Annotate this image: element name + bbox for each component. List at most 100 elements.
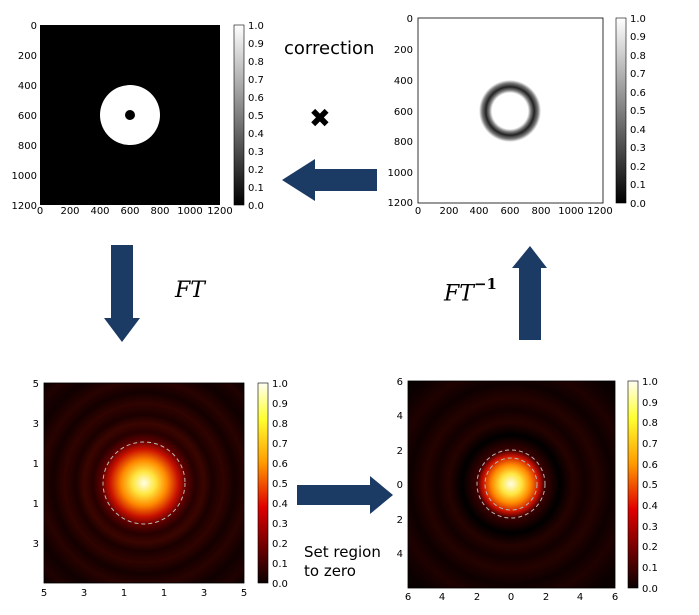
y-tick: 4 bbox=[397, 549, 403, 560]
colorbar-tick: 0.0 bbox=[248, 201, 264, 212]
y-tick: 0 bbox=[397, 480, 403, 491]
y-tick: 3 bbox=[33, 539, 39, 550]
colorbar-tick: 0.2 bbox=[248, 165, 264, 176]
colorbar-tick: 0.3 bbox=[248, 147, 264, 158]
arrow-down-icon bbox=[104, 245, 140, 342]
mask-center-dot bbox=[125, 110, 135, 120]
colorbar-tick: 0.7 bbox=[272, 439, 288, 450]
colorbar-tick: 0.2 bbox=[630, 162, 646, 173]
plot-frame bbox=[43, 382, 245, 584]
colorbar-tick: 0.1 bbox=[630, 180, 646, 191]
colorbar-tick: 0.4 bbox=[272, 499, 288, 510]
y-axis-ticks: 0 200 400 600 800 1000 1200 bbox=[388, 14, 413, 209]
y-tick: 1 bbox=[33, 459, 39, 470]
x-tick: 3 bbox=[81, 588, 87, 599]
x-tick: 1000 bbox=[177, 206, 202, 217]
colorbar-tick: 0.8 bbox=[642, 418, 658, 429]
y-tick: 5 bbox=[33, 379, 39, 390]
y-tick: 1000 bbox=[388, 168, 413, 179]
colorbar-tick: 0.3 bbox=[630, 143, 646, 154]
x-tick: 6 bbox=[612, 592, 618, 603]
inverse-ft-base: FT bbox=[444, 281, 474, 307]
colorbar-tick: 0.2 bbox=[642, 542, 658, 553]
colorbar bbox=[233, 24, 245, 206]
y-tick: 0 bbox=[407, 14, 413, 25]
arrow-left-icon bbox=[282, 159, 377, 201]
colorbar-tick: 0.7 bbox=[642, 439, 658, 450]
y-axis-ticks: 6 4 2 0 2 4 bbox=[397, 377, 403, 560]
psf-image bbox=[44, 383, 244, 583]
y-tick: 2 bbox=[397, 446, 403, 457]
colorbar bbox=[257, 382, 269, 584]
y-tick: 6 bbox=[397, 377, 403, 388]
colorbar-tick: 0.3 bbox=[272, 519, 288, 530]
x-axis-ticks: 6 4 2 0 2 4 6 bbox=[405, 592, 618, 603]
x-tick: 200 bbox=[439, 206, 458, 217]
y-tick: 1200 bbox=[12, 201, 37, 212]
y-tick: 3 bbox=[33, 419, 39, 430]
arrow-up-icon bbox=[512, 246, 547, 340]
colorbar-tick: 1.0 bbox=[272, 379, 288, 390]
region-inner-circle bbox=[484, 457, 538, 511]
inverse-ft-exponent: −1 bbox=[473, 275, 497, 293]
y-axis-ticks: 0 200 400 600 800 1000 1200 bbox=[12, 21, 37, 212]
colorbar-tick: 0.1 bbox=[272, 559, 288, 570]
plot-frame bbox=[407, 380, 616, 589]
x-tick: 200 bbox=[60, 206, 79, 217]
colorbar bbox=[615, 17, 627, 204]
y-tick: 800 bbox=[18, 141, 37, 152]
y-tick: 200 bbox=[18, 51, 37, 62]
y-axis-ticks: 5 3 1 1 3 bbox=[33, 379, 39, 550]
region-circle bbox=[102, 441, 186, 525]
set-region-line-1: Set region bbox=[304, 543, 381, 561]
y-tick: 800 bbox=[394, 137, 413, 148]
colorbar-tick: 0.8 bbox=[248, 57, 264, 68]
set-region-label: Set region to zero bbox=[304, 543, 381, 581]
colorbar-tick: 0.0 bbox=[630, 199, 646, 210]
x-tick: 1200 bbox=[207, 206, 232, 217]
x-tick: 600 bbox=[120, 206, 139, 217]
colorbar-tick: 0.7 bbox=[630, 69, 646, 80]
colorbar-tick: 0.6 bbox=[642, 460, 658, 471]
inverse-ft-label: FT−1 bbox=[444, 275, 497, 307]
ft-label: FT bbox=[175, 278, 205, 303]
x-tick: 5 bbox=[41, 588, 47, 599]
x-tick: 4 bbox=[439, 592, 445, 603]
colorbar-tick: 0.5 bbox=[630, 106, 646, 117]
x-axis-ticks: 5 3 1 1 3 5 bbox=[41, 588, 247, 599]
y-tick: 400 bbox=[394, 76, 413, 87]
y-tick: 600 bbox=[18, 111, 37, 122]
psf-zeroed-image bbox=[408, 381, 615, 588]
panel-bottom-right: 6 4 2 0 2 4 6 6 4 2 0 2 4 1.0 0.9 0.8 0.… bbox=[397, 377, 658, 603]
colorbar-ticks: 1.0 0.9 0.8 0.7 0.6 0.5 0.4 0.3 0.2 0.1 … bbox=[642, 377, 658, 595]
colorbar-tick: 0.1 bbox=[642, 563, 658, 574]
x-tick: 5 bbox=[241, 588, 247, 599]
x-tick: 800 bbox=[531, 206, 550, 217]
colorbar-tick: 0.5 bbox=[248, 111, 264, 122]
colorbar-ticks: 1.0 0.9 0.8 0.7 0.6 0.5 0.4 0.3 0.2 0.1 … bbox=[248, 21, 264, 212]
colorbar-tick: 0.4 bbox=[630, 125, 646, 136]
x-tick: 6 bbox=[405, 592, 411, 603]
arrow-right-icon bbox=[297, 476, 393, 514]
colorbar-tick: 0.4 bbox=[248, 129, 264, 140]
x-tick: 600 bbox=[500, 206, 519, 217]
y-tick: 200 bbox=[394, 45, 413, 56]
y-tick: 600 bbox=[394, 107, 413, 118]
x-tick: 2 bbox=[474, 592, 480, 603]
colorbar-tick: 0.0 bbox=[642, 584, 658, 595]
colorbar-tick: 0.3 bbox=[642, 522, 658, 533]
colorbar-tick: 0.2 bbox=[272, 539, 288, 550]
colorbar-ticks: 1.0 0.9 0.8 0.7 0.6 0.5 0.4 0.3 0.2 0.1 … bbox=[272, 379, 288, 590]
x-tick: 1 bbox=[161, 588, 167, 599]
y-tick: 2 bbox=[397, 515, 403, 526]
colorbar-tick: 0.7 bbox=[248, 75, 264, 86]
colorbar-tick: 0.9 bbox=[642, 398, 658, 409]
x-tick: 1200 bbox=[587, 206, 612, 217]
y-tick: 1 bbox=[33, 499, 39, 510]
x-tick: 0 bbox=[508, 592, 514, 603]
colorbar-tick: 0.0 bbox=[272, 579, 288, 590]
x-tick: 1000 bbox=[558, 206, 583, 217]
multiply-icon: ✖ bbox=[309, 104, 331, 134]
blurred-ring bbox=[479, 80, 541, 142]
panel-top-right: 0 200 400 600 800 1000 1200 0 200 400 60… bbox=[388, 14, 646, 217]
